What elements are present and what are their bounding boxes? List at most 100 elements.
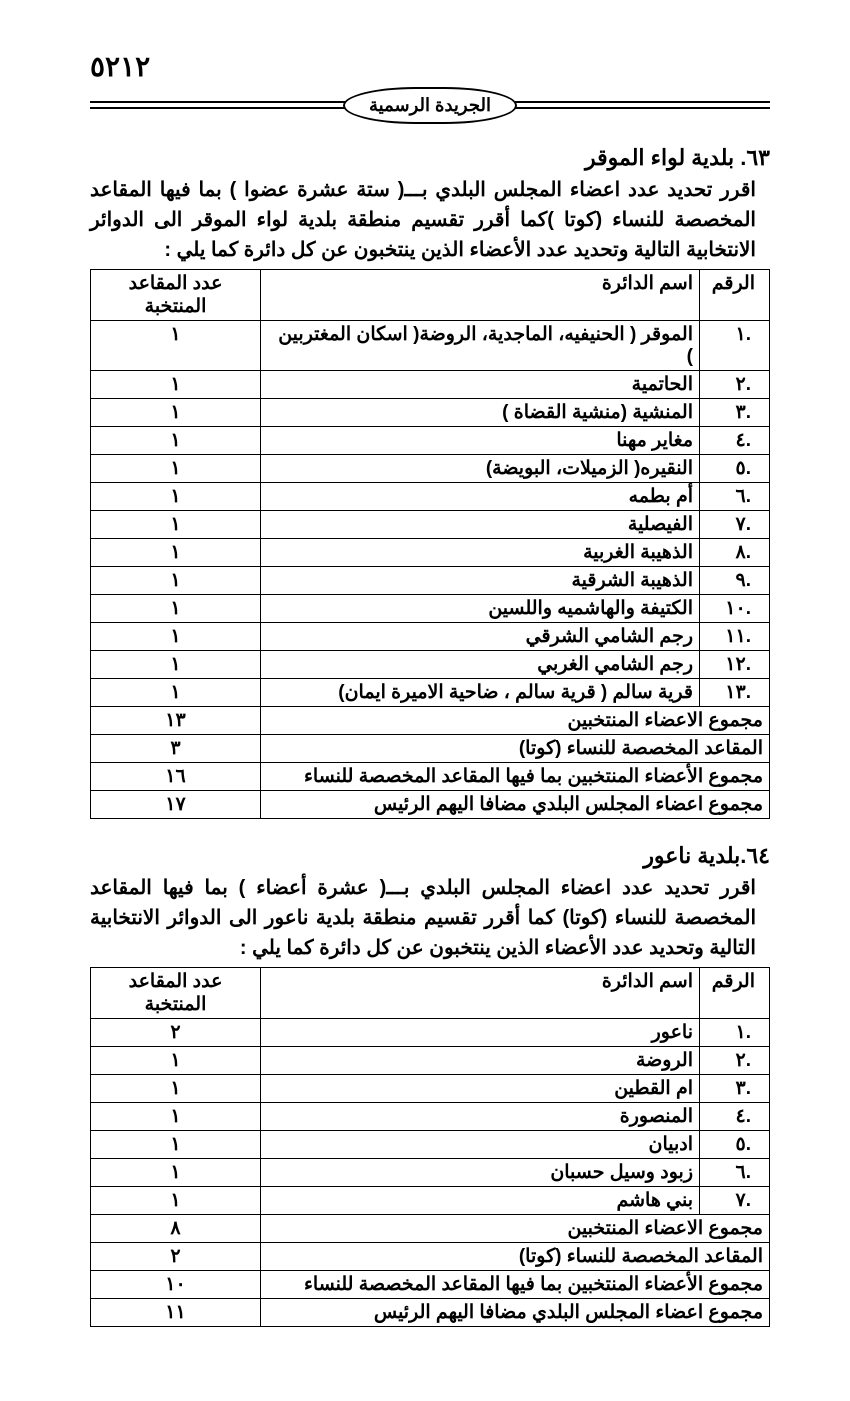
summary-value: ٨ [91, 1215, 261, 1243]
cell-row-number: .٥ [700, 455, 770, 483]
table-row: .٧الفيصلية١ [91, 511, 770, 539]
cell-row-number: .٤ [700, 427, 770, 455]
section-intro-63: اقرر تحديد عدد اعضاء المجلس البلدي بـــ(… [90, 175, 770, 265]
table-row: .٧بني هاشم١ [91, 1187, 770, 1215]
table-row: .١٠الكتيفة والهاشميه واللسين١ [91, 595, 770, 623]
table-row: .٥النقيره( الزميلات، البويضة)١ [91, 455, 770, 483]
cell-seat-count: ١ [91, 623, 261, 651]
cell-row-number: .١٠ [700, 595, 770, 623]
col-header-num: الرقم [700, 968, 770, 1019]
cell-seat-count: ١ [91, 1075, 261, 1103]
cell-district-name: الموقر ( الحنيفيه، الماجدية، الروضة( اسك… [261, 321, 700, 371]
cell-seat-count: ١ [91, 321, 261, 371]
cell-district-name: النقيره( الزميلات، البويضة) [261, 455, 700, 483]
cell-district-name: ادبيان [261, 1131, 700, 1159]
cell-seat-count: ١ [91, 1131, 261, 1159]
cell-row-number: .٨ [700, 539, 770, 567]
section-title-64: ٦٤.بلدية ناعور [90, 843, 770, 869]
page-number: ٥٢١٢ [90, 50, 770, 85]
section-intro-64: اقرر تحديد عدد اعضاء المجلس البلدي بـــ(… [90, 873, 770, 963]
cell-district-name: الفيصلية [261, 511, 700, 539]
table-header-row: الرقم اسم الدائرة عدد المقاعد المنتخبة [91, 270, 770, 321]
districts-table-63: الرقم اسم الدائرة عدد المقاعد المنتخبة .… [90, 269, 770, 819]
cell-district-name: ناعور [261, 1019, 700, 1047]
summary-row: مجموع الاعضاء المنتخبين١٣ [91, 707, 770, 735]
table-row: .٢الحاتمية١ [91, 371, 770, 399]
summary-label: المقاعد المخصصة للنساء (كوتا) [261, 1243, 770, 1271]
summary-value: ١٣ [91, 707, 261, 735]
cell-seat-count: ١ [91, 483, 261, 511]
table-row: .٤مغاير مهنا١ [91, 427, 770, 455]
summary-row: المقاعد المخصصة للنساء (كوتا)٣ [91, 735, 770, 763]
summary-label: مجموع الاعضاء المنتخبين [261, 707, 770, 735]
cell-district-name: قرية سالم ( قرية سالم ، ضاحية الاميرة اي… [261, 679, 700, 707]
cell-district-name: ام القطين [261, 1075, 700, 1103]
summary-label: مجموع الأعضاء المنتخبين بما فيها المقاعد… [261, 1271, 770, 1299]
table-row: .٤المنصورة١ [91, 1103, 770, 1131]
table-row: .٩الذهيبة الشرقية١ [91, 567, 770, 595]
rule-segment [515, 101, 770, 109]
cell-district-name: رجم الشامي الشرقي [261, 623, 700, 651]
table-row: .٢الروضة١ [91, 1047, 770, 1075]
districts-table-64: الرقم اسم الدائرة عدد المقاعد المنتخبة .… [90, 967, 770, 1327]
table-row: .١الموقر ( الحنيفيه، الماجدية، الروضة( ا… [91, 321, 770, 371]
cell-district-name: زبود وسيل حسبان [261, 1159, 700, 1187]
cell-district-name: الحاتمية [261, 371, 700, 399]
cell-seat-count: ١ [91, 1047, 261, 1075]
summary-label: مجموع الاعضاء المنتخبين [261, 1215, 770, 1243]
cell-seat-count: ١ [91, 511, 261, 539]
table-row: .١١رجم الشامي الشرقي١ [91, 623, 770, 651]
gazette-badge: الجريدة الرسمية [343, 87, 517, 124]
summary-row: مجموع الاعضاء المنتخبين٨ [91, 1215, 770, 1243]
summary-row: المقاعد المخصصة للنساء (كوتا)٢ [91, 1243, 770, 1271]
summary-value: ١٦ [91, 763, 261, 791]
cell-seat-count: ١ [91, 539, 261, 567]
cell-row-number: .٣ [700, 399, 770, 427]
cell-district-name: الكتيفة والهاشميه واللسين [261, 595, 700, 623]
cell-row-number: .١ [700, 1019, 770, 1047]
summary-label: المقاعد المخصصة للنساء (كوتا) [261, 735, 770, 763]
cell-row-number: .٣ [700, 1075, 770, 1103]
col-header-seats: عدد المقاعد المنتخبة [91, 968, 261, 1019]
summary-label: مجموع اعضاء المجلس البلدي مضافا اليهم ال… [261, 791, 770, 819]
cell-seat-count: ١ [91, 1159, 261, 1187]
cell-seat-count: ١ [91, 1103, 261, 1131]
summary-value: ١٠ [91, 1271, 261, 1299]
summary-value: ١١ [91, 1299, 261, 1327]
summary-row: مجموع الأعضاء المنتخبين بما فيها المقاعد… [91, 1271, 770, 1299]
cell-seat-count: ١ [91, 371, 261, 399]
header-rule: الجريدة الرسمية [90, 85, 770, 125]
cell-district-name: الروضة [261, 1047, 700, 1075]
page-header: ٥٢١٢ الجريدة الرسمية [90, 50, 770, 125]
cell-row-number: .٧ [700, 1187, 770, 1215]
cell-row-number: .٩ [700, 567, 770, 595]
cell-row-number: .٦ [700, 1159, 770, 1187]
rule-segment [90, 101, 345, 109]
summary-row: مجموع اعضاء المجلس البلدي مضافا اليهم ال… [91, 791, 770, 819]
cell-district-name: الذهيبة الشرقية [261, 567, 700, 595]
summary-value: ٢ [91, 1243, 261, 1271]
cell-seat-count: ١ [91, 1187, 261, 1215]
summary-value: ٣ [91, 735, 261, 763]
col-header-num: الرقم [700, 270, 770, 321]
cell-seat-count: ١ [91, 651, 261, 679]
table-row: .٨الذهيبة الغربية١ [91, 539, 770, 567]
cell-district-name: المنشية (منشية القضاة ) [261, 399, 700, 427]
cell-row-number: .١١ [700, 623, 770, 651]
cell-seat-count: ١ [91, 399, 261, 427]
table-row: .٦أم بطمه١ [91, 483, 770, 511]
cell-seat-count: ١ [91, 567, 261, 595]
table-header-row: الرقم اسم الدائرة عدد المقاعد المنتخبة [91, 968, 770, 1019]
cell-row-number: .٢ [700, 1047, 770, 1075]
table-row: .٦زبود وسيل حسبان١ [91, 1159, 770, 1187]
cell-row-number: .١٣ [700, 679, 770, 707]
cell-seat-count: ٢ [91, 1019, 261, 1047]
cell-district-name: أم بطمه [261, 483, 700, 511]
cell-row-number: .١ [700, 321, 770, 371]
table-row: .٣المنشية (منشية القضاة )١ [91, 399, 770, 427]
col-header-district: اسم الدائرة [261, 968, 700, 1019]
summary-value: ١٧ [91, 791, 261, 819]
cell-district-name: مغاير مهنا [261, 427, 700, 455]
section-title-63: ٦٣. بلدية لواء الموقر [90, 145, 770, 171]
table-row: .٥ادبيان١ [91, 1131, 770, 1159]
